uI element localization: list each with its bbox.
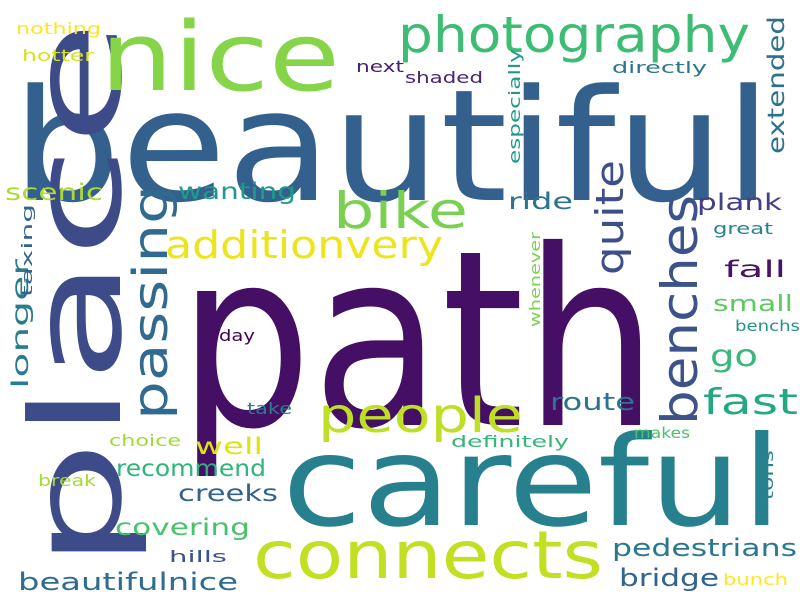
word-bike: bike <box>333 182 468 240</box>
word-nice: nice <box>100 3 340 113</box>
word-passing: passing <box>123 185 179 420</box>
word-go: go <box>710 339 758 374</box>
word-take: take <box>247 399 292 418</box>
word-hills: hills <box>169 547 227 566</box>
word-scenic: scenic <box>5 180 103 206</box>
word-shaded: shaded <box>405 68 483 87</box>
word-wanting: wanting <box>178 179 296 205</box>
word-pedestrians: pedestrians <box>612 534 797 562</box>
word-day: day <box>219 326 255 345</box>
word-choice: choice <box>109 431 181 450</box>
word-quite: quite <box>588 160 632 275</box>
word-hotter: hotter <box>22 46 95 65</box>
word-especially: especially <box>505 49 524 164</box>
word-photography: photography <box>398 6 750 64</box>
word-fast: fast <box>703 382 798 423</box>
word-directly: directly <box>612 58 707 77</box>
word-small: small <box>713 292 793 317</box>
word-path: path <box>178 198 658 483</box>
word-route: route <box>550 388 635 416</box>
word-longer: longer <box>8 258 34 389</box>
word-bunch: bunch <box>723 570 788 589</box>
word-whenever: whenever <box>528 232 544 327</box>
word-taxing: taxing <box>20 204 36 297</box>
word-beautiful: beautiful <box>12 56 772 237</box>
word-well: well <box>195 434 263 460</box>
word-covering: covering <box>115 515 250 541</box>
word-great: great <box>713 219 773 238</box>
word-careful: careful <box>282 410 782 555</box>
word-definitely: definitely <box>451 432 569 451</box>
word-additionvery: additionvery <box>165 223 443 267</box>
word-fall: fall <box>724 257 786 283</box>
word-bridge: bridge <box>619 564 719 592</box>
word-makes: makes <box>634 424 690 442</box>
word-place: place <box>5 20 150 570</box>
word-tons: tons <box>759 450 777 500</box>
word-beautifulnice: beautifulnice <box>18 568 238 596</box>
word-nothing: nothing <box>16 19 101 38</box>
word-people: people <box>318 388 523 444</box>
word-creeks: creeks <box>178 481 278 507</box>
word-extended: extended <box>764 16 790 154</box>
word-recommend: recommend <box>116 456 266 482</box>
word-ride: ride <box>508 189 573 215</box>
word-benchs: benchs <box>735 317 800 335</box>
word-benches: benches <box>651 195 709 425</box>
word-next: next <box>356 57 404 76</box>
word-break: break <box>38 471 97 490</box>
word-plank: plank <box>697 190 783 216</box>
word-connects: connects <box>253 517 603 594</box>
